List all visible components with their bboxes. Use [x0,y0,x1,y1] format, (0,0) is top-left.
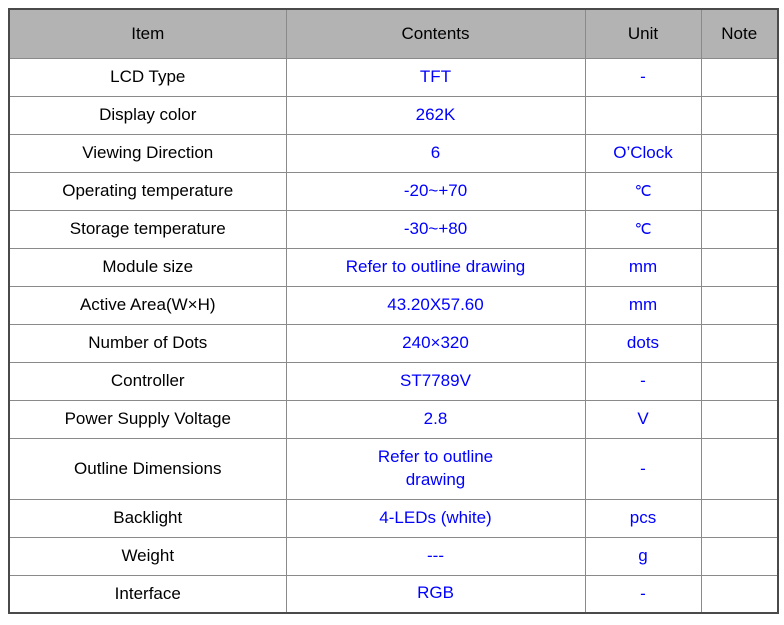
header-row: Item Contents Unit Note [8,8,779,59]
table-row-active-area: Active Area(W×H) 43.20X57.60 mm [8,285,779,325]
contents-cell: --- [285,536,586,576]
unit-cell: ℃ [584,171,702,211]
unit-cell: mm [584,247,702,287]
note-cell [700,247,779,287]
contents-cell: 43.20X57.60 [285,285,586,325]
table-row-controller: Controller ST7789V - [8,361,779,401]
note-cell [700,498,779,538]
column-header-note: Note [700,8,779,59]
contents-cell: 240×320 [285,323,586,363]
column-header-unit: Unit [584,8,702,59]
unit-cell: pcs [584,498,702,538]
unit-cell: - [584,437,702,500]
unit-cell: V [584,399,702,439]
note-cell [700,209,779,249]
contents-cell: RGB [285,574,586,614]
contents-cell: 6 [285,133,586,173]
unit-cell: ℃ [584,209,702,249]
unit-cell: g [584,536,702,576]
note-cell [700,399,779,439]
contents-cell: Refer to outline drawing [285,437,586,500]
table-row-storage-temperature: Storage temperature -30~+80 ℃ [8,209,779,249]
note-cell [700,171,779,211]
table-row-display-color: Display color 262K [8,95,779,135]
contents-cell: TFT [285,57,586,97]
item-cell: Interface [8,574,287,614]
page: Item Contents Unit Note LCD Type TFT - D… [0,8,784,625]
item-cell: Weight [8,536,287,576]
note-cell [700,536,779,576]
item-cell: Outline Dimensions [8,437,287,500]
contents-cell: ST7789V [285,361,586,401]
table-row-weight: Weight --- g [8,536,779,576]
item-cell: Operating temperature [8,171,287,211]
unit-cell: mm [584,285,702,325]
contents-cell: 4-LEDs (white) [285,498,586,538]
item-cell: Controller [8,361,287,401]
table-row-number-of-dots: Number of Dots 240×320 dots [8,323,779,363]
item-cell: Module size [8,247,287,287]
contents-cell: Refer to outline drawing [285,247,586,287]
column-header-item: Item [8,8,287,59]
column-header-contents: Contents [285,8,586,59]
item-cell: Number of Dots [8,323,287,363]
spec-table: Item Contents Unit Note LCD Type TFT - D… [8,8,779,614]
item-cell: Display color [8,95,287,135]
note-cell [700,574,779,614]
table-row-power-supply-voltage: Power Supply Voltage 2.8 V [8,399,779,439]
contents-cell: -30~+80 [285,209,586,249]
note-cell [700,285,779,325]
unit-cell [584,95,702,135]
note-cell [700,361,779,401]
item-cell: Backlight [8,498,287,538]
note-cell [700,133,779,173]
note-cell [700,95,779,135]
note-cell [700,323,779,363]
unit-cell: dots [584,323,702,363]
table-row-operating-temperature: Operating temperature -20~+70 ℃ [8,171,779,211]
table-row-outline-dimensions: Outline Dimensions Refer to outline draw… [8,437,779,500]
unit-cell: - [584,574,702,614]
item-cell: Storage temperature [8,209,287,249]
unit-cell: - [584,361,702,401]
item-cell: Power Supply Voltage [8,399,287,439]
note-cell [700,437,779,500]
table-row-backlight: Backlight 4-LEDs (white) pcs [8,498,779,538]
contents-cell: 262K [285,95,586,135]
table-row-interface: Interface RGB - [8,574,779,614]
item-cell: Active Area(W×H) [8,285,287,325]
table-row-viewing-direction: Viewing Direction 6 O’Clock [8,133,779,173]
unit-cell: O’Clock [584,133,702,173]
table-row-lcd-type: LCD Type TFT - [8,57,779,97]
note-cell [700,57,779,97]
contents-cell: -20~+70 [285,171,586,211]
item-cell: LCD Type [8,57,287,97]
table-row-module-size: Module size Refer to outline drawing mm [8,247,779,287]
contents-cell: 2.8 [285,399,586,439]
unit-cell: - [584,57,702,97]
item-cell: Viewing Direction [8,133,287,173]
